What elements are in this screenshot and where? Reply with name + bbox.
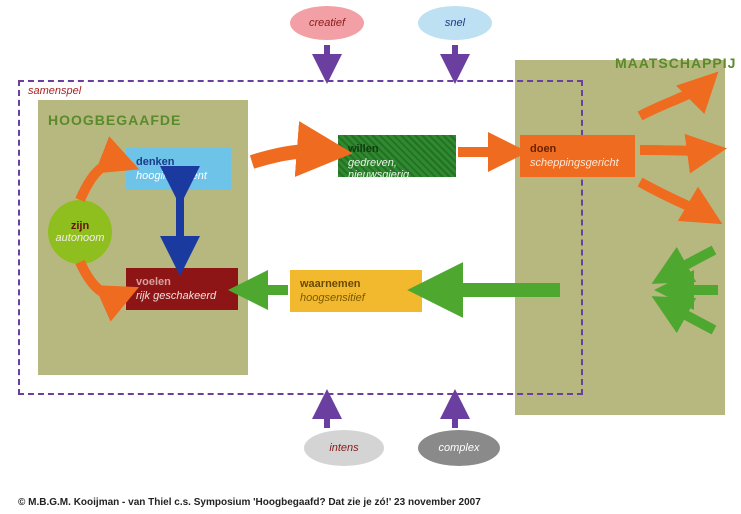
willen-sub: gedreven, nieuwsgierig <box>348 157 446 181</box>
ellipse-snel: snel <box>418 6 492 40</box>
ellipse-complex-text: complex <box>439 442 480 454</box>
box-voelen: voelen rijk geschakeerd <box>126 268 238 310</box>
ellipse-creatief: creatief <box>290 6 364 40</box>
denken-title: denken <box>136 156 221 168</box>
ellipse-complex: complex <box>418 430 500 466</box>
ellipse-creatief-text: creatief <box>309 17 345 29</box>
doen-sub: scheppingsgericht <box>530 157 625 169</box>
ellipse-intens: intens <box>304 430 384 466</box>
zijn-sub: autonoom <box>56 232 105 244</box>
box-denken: denken hoogintelligent <box>126 148 231 190</box>
waarnemen-sub: hoogsensitief <box>300 292 412 304</box>
voelen-sub: rijk geschakeerd <box>136 290 228 302</box>
voelen-title: voelen <box>136 276 228 288</box>
zijn-title: zijn <box>71 220 89 232</box>
denken-sub: hoogintelligent <box>136 170 221 182</box>
label-maatschappij: MAATSCHAPPIJ <box>615 55 736 71</box>
box-waarnemen: waarnemen hoogsensitief <box>290 270 422 312</box>
willen-title: willen <box>348 143 446 155</box>
samenspel-label: samenspel <box>28 85 81 97</box>
box-doen: doen scheppingsgericht <box>520 135 635 177</box>
ellipse-snel-text: snel <box>445 17 465 29</box>
ellipse-zijn: zijn autonoom <box>48 200 112 264</box>
ellipse-intens-text: intens <box>329 442 358 454</box>
box-willen: willen gedreven, nieuwsgierig <box>338 135 456 177</box>
doen-title: doen <box>530 143 625 155</box>
label-hoogbegaafde: HOOGBEGAAFDE <box>48 112 181 128</box>
waarnemen-title: waarnemen <box>300 278 412 290</box>
footer-credit: © M.B.G.M. Kooijman - van Thiel c.s. Sym… <box>18 497 481 508</box>
